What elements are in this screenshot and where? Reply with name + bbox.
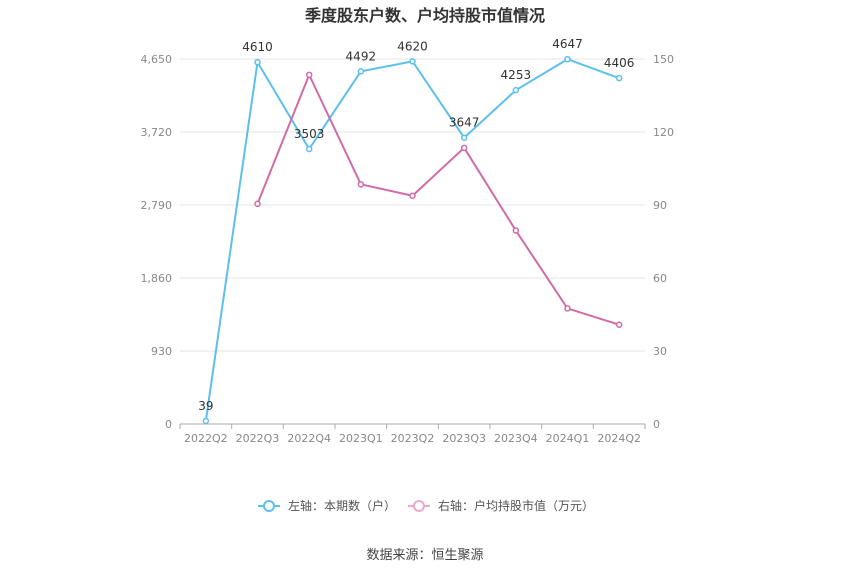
data-labels: 39 4610 3503 4492 4620 3647 4253 4647 4406 xyxy=(198,37,634,413)
y-left-tick-label: 1,860 xyxy=(141,272,173,285)
series-line-right xyxy=(256,72,620,326)
data-point-left[interactable] xyxy=(564,55,571,63)
legend-label-right: 右轴：户均持股市值（万元） xyxy=(438,498,594,513)
data-label: 4647 xyxy=(552,37,583,51)
y-left-tick-label: 930 xyxy=(151,345,172,358)
legend[interactable]: 左轴：本期数（户） 右轴：户均持股市值（万元） xyxy=(258,498,594,513)
data-label: 39 xyxy=(198,399,213,413)
legend-label-left: 左轴：本期数（户） xyxy=(288,498,396,513)
x-tick-label: 2024Q1 xyxy=(546,432,590,445)
legend-item-right[interactable]: 右轴：户均持股市值（万元） xyxy=(408,498,594,513)
y-right-tick-label: 30 xyxy=(653,345,667,358)
data-label: 4406 xyxy=(604,56,635,70)
legend-item-left[interactable]: 左轴：本期数（户） xyxy=(258,498,396,513)
data-label: 4620 xyxy=(397,39,428,53)
data-label: 3503 xyxy=(294,127,325,141)
axes: 0 0 930 30 1,860 60 2,790 90 3,720 120 4,650 150 202… xyxy=(141,53,675,445)
data-point-left[interactable] xyxy=(512,86,520,94)
data-point-right[interactable] xyxy=(512,227,520,234)
y-left-tick-label: 3,720 xyxy=(141,126,173,139)
series-lines xyxy=(204,58,620,422)
y-left-tick-label: 2,790 xyxy=(141,199,173,212)
legend-marker-right xyxy=(413,500,425,512)
data-point-right[interactable] xyxy=(409,192,416,200)
data-point-right[interactable] xyxy=(305,71,313,79)
y-right-tick-label: 90 xyxy=(653,199,667,212)
data-point-left[interactable] xyxy=(254,58,261,66)
grid xyxy=(180,58,645,352)
data-point-left[interactable] xyxy=(615,74,623,82)
y-left-tick-label: 0 xyxy=(165,418,172,431)
data-point-right[interactable] xyxy=(615,321,623,328)
series-points xyxy=(202,55,623,425)
data-point-left[interactable] xyxy=(305,145,313,153)
y-left-tick-label: 4,650 xyxy=(141,53,173,66)
x-tick-label: 2023Q1 xyxy=(339,432,383,445)
chart-title: 季度股东户数、户均持股市值情况 xyxy=(304,6,545,25)
x-tick-label: 2023Q2 xyxy=(391,432,435,445)
x-tick-label: 2022Q3 xyxy=(236,432,280,445)
y-right-tick-label: 120 xyxy=(653,126,674,139)
source-note: 数据来源：恒生聚源 xyxy=(366,548,483,563)
series-line-left xyxy=(204,58,620,422)
data-point-left[interactable] xyxy=(357,68,365,75)
y-right-tick-label: 0 xyxy=(653,418,660,431)
x-tick-label: 2022Q2 xyxy=(184,432,228,445)
x-tick-label: 2024Q2 xyxy=(597,432,641,445)
legend-marker-left xyxy=(263,500,275,512)
data-point-right[interactable] xyxy=(564,305,571,312)
data-point-right[interactable] xyxy=(254,200,261,208)
y-right-tick-label: 150 xyxy=(653,53,674,66)
x-tick-label: 2023Q3 xyxy=(442,432,486,445)
data-label: 4610 xyxy=(242,40,273,54)
data-point-left[interactable] xyxy=(460,134,468,141)
x-tick-label: 2023Q4 xyxy=(494,432,538,445)
data-label: 4492 xyxy=(346,49,377,63)
data-point-right[interactable] xyxy=(460,144,468,152)
data-label: 4253 xyxy=(501,68,532,82)
y-right-tick-label: 60 xyxy=(653,272,667,285)
data-point-left[interactable] xyxy=(409,58,416,65)
x-tick-label: 2022Q4 xyxy=(287,432,331,445)
data-label: 3647 xyxy=(449,116,480,130)
data-point-left[interactable] xyxy=(202,417,210,425)
data-point-right[interactable] xyxy=(357,181,365,188)
